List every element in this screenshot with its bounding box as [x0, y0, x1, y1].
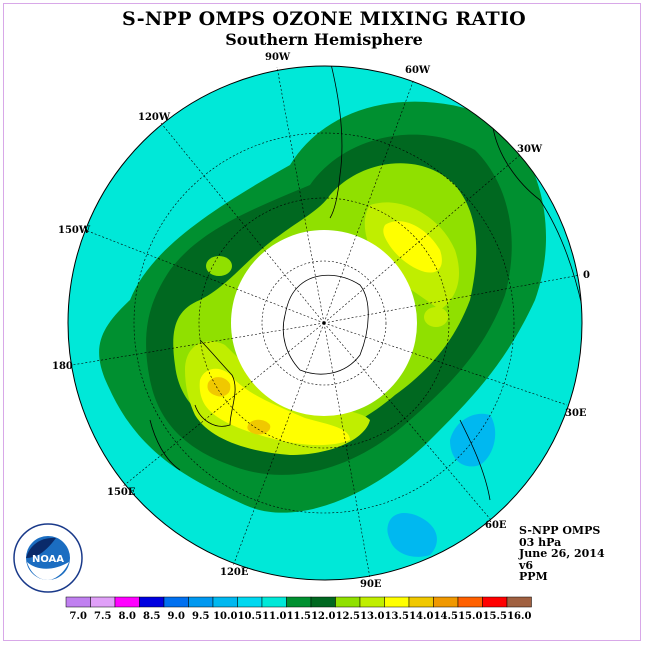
- ozone-field: [68, 66, 582, 580]
- lon-label-0: 0: [583, 270, 590, 281]
- info-pressure: 03 hPa: [519, 535, 562, 549]
- colorbar-swatch: [310, 596, 336, 608]
- colorbar-tick-label: 12.5: [336, 611, 360, 622]
- colorbar-swatch: [408, 596, 434, 608]
- contour-11-0-patch: [206, 256, 232, 276]
- lon-label-150e: 150E: [107, 487, 136, 498]
- longitude-labels: 90W 60W 30W 0 30E 60E 90E 120E 150E 180 …: [52, 52, 590, 590]
- chart-title: S-NPP OMPS OZONE MIXING RATIO: [121, 8, 527, 30]
- colorbar-swatch: [482, 596, 508, 608]
- colorbar-tick-label: 7.0: [70, 611, 87, 622]
- contour-10-5-b: [387, 513, 437, 557]
- contour-10-5-a: [450, 413, 496, 467]
- contour-12-5-patch: [424, 307, 448, 327]
- colorbar-swatch: [114, 596, 140, 608]
- colorbar-tick-label: 14.0: [409, 611, 433, 622]
- map-outline: [67, 65, 583, 581]
- graticule: [71, 66, 581, 579]
- info-date: June 26, 2014: [519, 547, 605, 560]
- colorbar-swatch: [90, 596, 116, 608]
- madagascar-coast: [459, 419, 491, 501]
- colorbar-tick-label: 9.5: [192, 611, 209, 622]
- colorbar-tick-label: 12.0: [311, 611, 335, 622]
- noaa-logo: NOAA: [13, 523, 83, 593]
- colorbar-tick-label: 13.5: [385, 611, 409, 622]
- colorbar-swatch: [261, 596, 287, 608]
- colorbar-tick-label: 8.5: [143, 611, 160, 622]
- lon-label-120e: 120E: [220, 567, 249, 578]
- colorbar-labels: 7.0 7.5 8.0 8.5 9.0 9.5 10.0 10.5 11.0 11.5 12.0 12…: [70, 611, 532, 622]
- new-zealand-coast: [149, 419, 181, 471]
- info-version: v6: [519, 558, 534, 572]
- colorbar-swatch: [286, 596, 312, 608]
- lon-label-90w: 90W: [265, 52, 291, 63]
- lon-label-60w: 60W: [405, 65, 431, 76]
- colorbar-swatch: [433, 596, 459, 608]
- lon-label-30e: 30E: [565, 408, 587, 419]
- contour-13-5: [207, 377, 231, 397]
- colorbar-swatch: [65, 596, 91, 608]
- colorbar-swatch: [457, 596, 483, 608]
- colorbar-tick-label: 10.5: [238, 611, 262, 622]
- colorbar-tick-label: 10.0: [213, 611, 237, 622]
- africa-coast: [491, 119, 582, 321]
- colorbar-swatch: [188, 596, 214, 608]
- south-pole-marker: [322, 321, 326, 325]
- colorbar-swatch: [139, 596, 165, 608]
- australia-coast: [194, 339, 236, 427]
- colorbar-tick-label: 15.5: [483, 611, 507, 622]
- lon-label-90e: 90E: [360, 579, 382, 590]
- lon-label-60e: 60E: [485, 520, 507, 531]
- colorbar-swatch: [163, 596, 189, 608]
- contour-13-5-b: [247, 419, 271, 435]
- lon-label-120w: 120W: [138, 112, 171, 123]
- colorbar-swatch: [212, 596, 238, 608]
- colorbar-swatch: [506, 596, 532, 608]
- colorbar-tick-label: 14.5: [434, 611, 458, 622]
- colorbar-tick-label: 7.5: [94, 611, 111, 622]
- colorbar-tick-label: 13.0: [360, 611, 384, 622]
- colorbar-tick-label: 9.0: [168, 611, 185, 622]
- coastlines: [149, 66, 582, 501]
- lon-label-150w: 150W: [58, 225, 91, 236]
- chart-subtitle: Southern Hemisphere: [225, 30, 423, 49]
- colorbar-tick-label: 11.5: [287, 611, 311, 622]
- colorbar-tick-label: 15.0: [458, 611, 482, 622]
- colorbar-swatches: [65, 596, 532, 608]
- info-instrument: S-NPP OMPS: [519, 524, 601, 537]
- info-units: PPM: [519, 570, 548, 583]
- colorbar-tick-label: 8.0: [119, 611, 136, 622]
- colorbar-tick-label: 16.0: [507, 611, 531, 622]
- colorbar-swatch: [359, 596, 385, 608]
- colorbar-tick-label: 11.0: [262, 611, 286, 622]
- frame-border: [3, 3, 641, 641]
- lon-label-180: 180: [52, 361, 73, 372]
- noaa-logo-text: NOAA: [32, 554, 64, 565]
- colorbar-swatch: [384, 596, 410, 608]
- south-america-coast: [329, 66, 343, 219]
- info-panel: S-NPP OMPS 03 hPa June 26, 2014 v6 PPM: [519, 525, 605, 583]
- colorbar-swatch: [335, 596, 361, 608]
- colorbar-swatch: [237, 596, 263, 608]
- lon-label-30w: 30W: [517, 144, 543, 155]
- antarctica-coast: [282, 274, 369, 375]
- contour-13-0-b: [199, 368, 350, 446]
